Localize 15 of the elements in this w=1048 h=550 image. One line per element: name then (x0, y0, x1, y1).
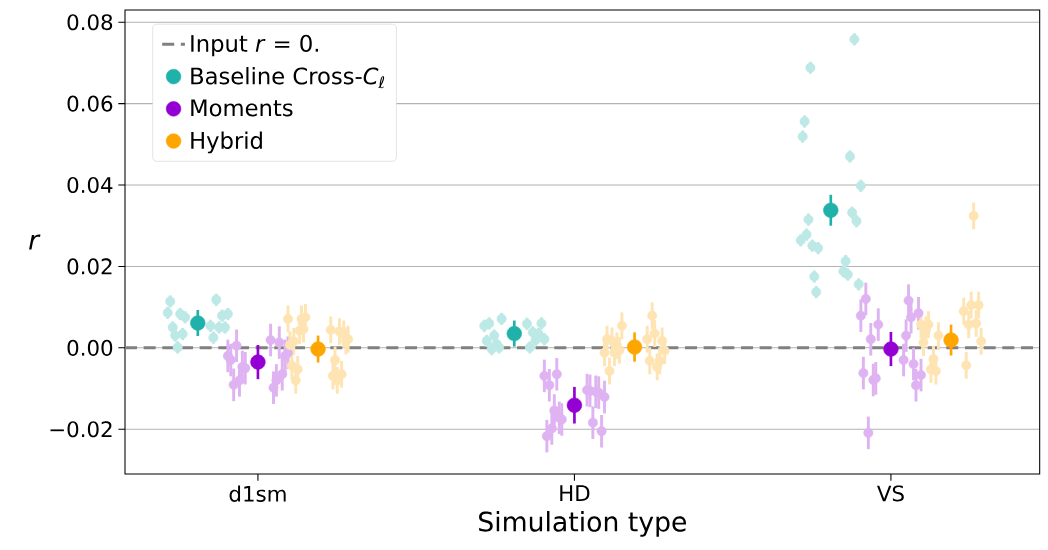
legend-label: Input r = 0. (191, 34, 319, 57)
x-tick-label: VS (877, 485, 904, 502)
legend-label: Moments (191, 99, 293, 117)
y-tick-label: 0.04 (67, 176, 113, 194)
y-axis-title: r (29, 234, 41, 250)
legend-label: Hybrid (191, 131, 262, 154)
y-tick-label: 0.00 (67, 339, 113, 356)
y-tick-label: 0.02 (67, 258, 112, 275)
legend-label: Baseline Cross-C$_{ℓ}$ (191, 66, 385, 89)
x-tick-label: HD (560, 485, 590, 501)
y-tick-label: 0.06 (67, 95, 113, 112)
y-tick-label: 0.08 (67, 14, 113, 31)
x-tick-label: d1sm (229, 485, 286, 502)
y-tick-label: −0.02 (50, 421, 112, 438)
x-axis-title: Simulation type (479, 511, 686, 537)
